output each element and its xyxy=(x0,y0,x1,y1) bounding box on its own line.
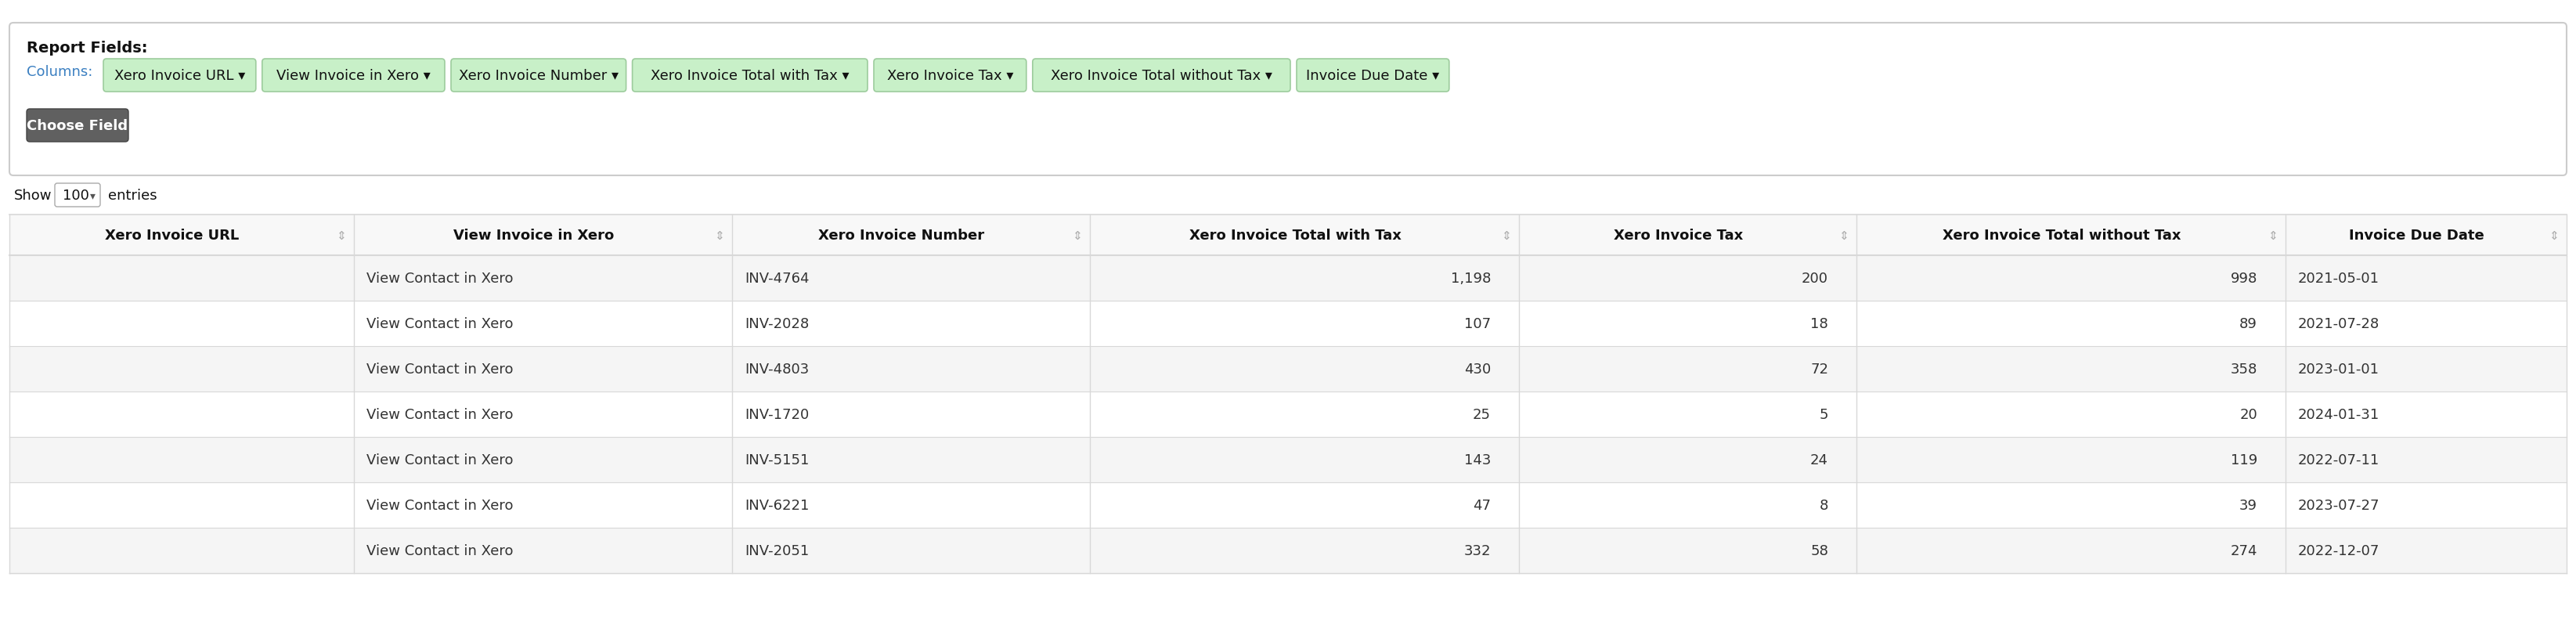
Text: View Invoice in Xero: View Invoice in Xero xyxy=(453,229,613,243)
Text: 39: 39 xyxy=(2239,498,2257,512)
Text: 58: 58 xyxy=(1811,544,1829,558)
Text: ⇕: ⇕ xyxy=(1072,229,1082,241)
Text: 200: 200 xyxy=(1801,271,1829,286)
Text: Invoice Due Date ▾: Invoice Due Date ▾ xyxy=(1306,69,1440,83)
Text: ⇕: ⇕ xyxy=(1502,229,1512,241)
Text: 1,198: 1,198 xyxy=(1450,271,1492,286)
Text: Show: Show xyxy=(13,189,52,203)
Text: ⇕: ⇕ xyxy=(1839,229,1850,241)
Text: 2022-07-11: 2022-07-11 xyxy=(2298,453,2380,467)
Text: View Contact in Xero: View Contact in Xero xyxy=(366,498,513,512)
Text: 119: 119 xyxy=(2231,453,2257,467)
Text: INV-5151: INV-5151 xyxy=(744,453,809,467)
Text: ⇕: ⇕ xyxy=(2550,229,2558,241)
Text: 100: 100 xyxy=(62,189,90,203)
Text: Xero Invoice URL: Xero Invoice URL xyxy=(106,229,240,243)
FancyBboxPatch shape xyxy=(873,60,1025,92)
Text: 47: 47 xyxy=(1473,498,1492,512)
Text: ⇕: ⇕ xyxy=(714,229,724,241)
Text: entries: entries xyxy=(108,189,157,203)
Text: INV-2028: INV-2028 xyxy=(744,317,809,331)
Text: INV-6221: INV-6221 xyxy=(744,498,809,512)
Bar xyxy=(10,215,2566,256)
FancyBboxPatch shape xyxy=(1296,60,1450,92)
Text: 20: 20 xyxy=(2239,408,2257,422)
Text: 72: 72 xyxy=(1811,362,1829,376)
Text: 18: 18 xyxy=(1811,317,1829,331)
Text: Xero Invoice Number: Xero Invoice Number xyxy=(819,229,984,243)
Text: Xero Invoice Total with Tax ▾: Xero Invoice Total with Tax ▾ xyxy=(652,69,850,83)
Text: View Contact in Xero: View Contact in Xero xyxy=(366,362,513,376)
Text: Xero Invoice Total without Tax: Xero Invoice Total without Tax xyxy=(1942,229,2182,243)
Text: Xero Invoice Total with Tax: Xero Invoice Total with Tax xyxy=(1190,229,1401,243)
Text: 89: 89 xyxy=(2239,317,2257,331)
Text: Report Fields:: Report Fields: xyxy=(26,41,147,55)
Text: INV-2051: INV-2051 xyxy=(744,544,809,558)
Text: View Contact in Xero: View Contact in Xero xyxy=(366,408,513,422)
FancyBboxPatch shape xyxy=(103,60,255,92)
Text: Choose Field: Choose Field xyxy=(26,119,129,133)
Text: INV-4803: INV-4803 xyxy=(744,362,809,376)
Text: View Contact in Xero: View Contact in Xero xyxy=(366,544,513,558)
Bar xyxy=(10,437,2566,483)
Text: View Contact in Xero: View Contact in Xero xyxy=(366,453,513,467)
Text: ⇕: ⇕ xyxy=(337,229,345,241)
Text: 2023-01-01: 2023-01-01 xyxy=(2298,362,2380,376)
Text: Columns:: Columns: xyxy=(26,65,93,79)
Text: INV-1720: INV-1720 xyxy=(744,408,809,422)
Text: 2022-12-07: 2022-12-07 xyxy=(2298,544,2380,558)
Text: Xero Invoice Total without Tax ▾: Xero Invoice Total without Tax ▾ xyxy=(1051,69,1273,83)
Text: 2023-07-27: 2023-07-27 xyxy=(2298,498,2380,512)
Text: 2024-01-31: 2024-01-31 xyxy=(2298,408,2380,422)
Text: 2021-05-01: 2021-05-01 xyxy=(2298,271,2380,286)
Bar xyxy=(10,528,2566,573)
Text: 24: 24 xyxy=(1811,453,1829,467)
FancyBboxPatch shape xyxy=(451,60,626,92)
Text: View Invoice in Xero ▾: View Invoice in Xero ▾ xyxy=(276,69,430,83)
FancyBboxPatch shape xyxy=(10,23,2566,176)
Bar xyxy=(10,301,2566,347)
Text: 8: 8 xyxy=(1819,498,1829,512)
FancyBboxPatch shape xyxy=(54,184,100,207)
Text: 5: 5 xyxy=(1819,408,1829,422)
Text: 274: 274 xyxy=(2231,544,2257,558)
Text: View Contact in Xero: View Contact in Xero xyxy=(366,317,513,331)
Text: 2021-07-28: 2021-07-28 xyxy=(2298,317,2380,331)
Text: ▾: ▾ xyxy=(90,190,95,201)
Bar xyxy=(10,483,2566,528)
FancyBboxPatch shape xyxy=(263,60,446,92)
FancyBboxPatch shape xyxy=(631,60,868,92)
Bar xyxy=(10,256,2566,301)
Text: 358: 358 xyxy=(2231,362,2257,376)
Text: 143: 143 xyxy=(1463,453,1492,467)
Text: 430: 430 xyxy=(1463,362,1492,376)
FancyBboxPatch shape xyxy=(26,109,129,142)
Bar xyxy=(10,347,2566,392)
Text: 998: 998 xyxy=(2231,271,2257,286)
Text: Xero Invoice Tax: Xero Invoice Tax xyxy=(1613,229,1744,243)
FancyBboxPatch shape xyxy=(1033,60,1291,92)
Text: Xero Invoice Number ▾: Xero Invoice Number ▾ xyxy=(459,69,618,83)
Text: 25: 25 xyxy=(1473,408,1492,422)
Text: Invoice Due Date: Invoice Due Date xyxy=(2349,229,2483,243)
Bar xyxy=(10,392,2566,437)
Text: Xero Invoice Tax ▾: Xero Invoice Tax ▾ xyxy=(886,69,1012,83)
Text: ⇕: ⇕ xyxy=(2267,229,2277,241)
Text: 107: 107 xyxy=(1463,317,1492,331)
Text: View Contact in Xero: View Contact in Xero xyxy=(366,271,513,286)
Text: INV-4764: INV-4764 xyxy=(744,271,809,286)
Text: Xero Invoice URL ▾: Xero Invoice URL ▾ xyxy=(113,69,245,83)
Text: 332: 332 xyxy=(1463,544,1492,558)
